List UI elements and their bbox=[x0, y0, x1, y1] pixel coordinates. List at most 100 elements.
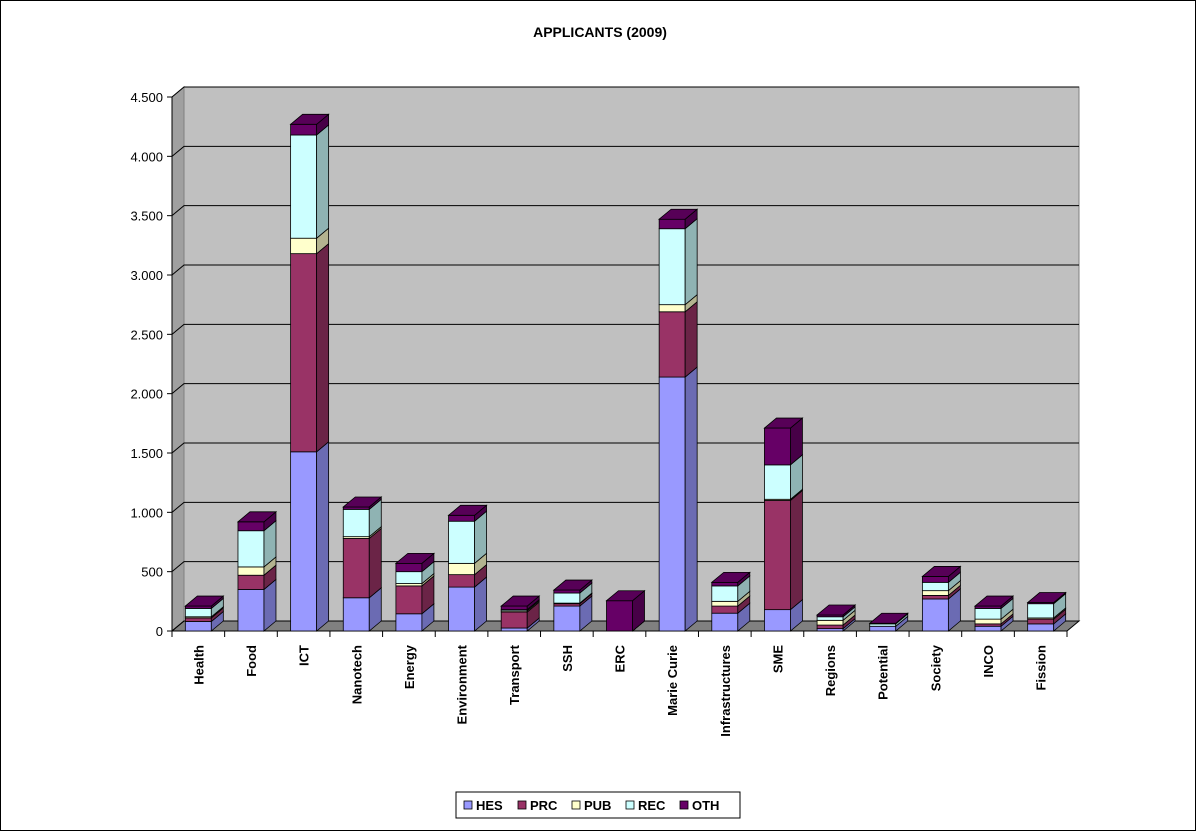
bar bbox=[290, 123, 318, 136]
bar bbox=[448, 514, 475, 522]
bar-top bbox=[658, 208, 699, 220]
bar bbox=[500, 611, 528, 629]
bar bbox=[184, 617, 212, 622]
legend-label: OTH bbox=[692, 798, 719, 813]
bar bbox=[658, 311, 686, 378]
y-tick-label: 500 bbox=[141, 565, 163, 580]
bar bbox=[395, 571, 423, 584]
bar-top bbox=[447, 504, 488, 516]
bar bbox=[711, 581, 739, 587]
bar bbox=[237, 530, 265, 568]
x-tick-label: SSH bbox=[560, 645, 575, 672]
bar bbox=[1027, 603, 1055, 619]
x-tick-label: Society bbox=[928, 644, 943, 691]
side-wall bbox=[171, 85, 185, 633]
y-tick-label: 3.000 bbox=[130, 268, 163, 283]
bar-top bbox=[236, 511, 278, 523]
bar-side bbox=[684, 217, 698, 306]
bar bbox=[921, 581, 949, 592]
bar bbox=[553, 605, 581, 632]
grid-line bbox=[171, 383, 1079, 395]
x-tick-label: INCO bbox=[981, 645, 996, 678]
bar bbox=[921, 576, 949, 583]
x-tick-label: Health bbox=[191, 645, 206, 685]
bar bbox=[342, 597, 370, 632]
bar bbox=[658, 376, 686, 632]
bar bbox=[974, 618, 1002, 625]
bar bbox=[553, 589, 581, 594]
bar bbox=[974, 608, 1002, 620]
legend-box bbox=[455, 791, 741, 819]
bar-top bbox=[184, 595, 225, 607]
bar bbox=[658, 218, 686, 230]
bar-top bbox=[552, 579, 593, 591]
bar-top bbox=[342, 496, 383, 508]
bar bbox=[816, 619, 844, 626]
bar-side bbox=[684, 300, 698, 378]
legend-label: PRC bbox=[530, 798, 558, 813]
bar bbox=[184, 621, 212, 632]
bar-top bbox=[973, 595, 1015, 607]
legend-swatch bbox=[625, 800, 635, 810]
x-tick-label: ERC bbox=[613, 644, 628, 672]
bar bbox=[448, 562, 475, 576]
bar bbox=[658, 304, 686, 313]
bar-side bbox=[316, 440, 330, 632]
y-tick-label: 3.500 bbox=[130, 209, 163, 224]
bar bbox=[290, 451, 318, 632]
bar bbox=[711, 605, 739, 614]
grid-line bbox=[171, 264, 1079, 276]
bar-side bbox=[684, 366, 698, 632]
bar bbox=[395, 585, 423, 615]
bar bbox=[342, 508, 370, 538]
y-tick-label: 1.000 bbox=[130, 505, 163, 520]
legend-swatch bbox=[679, 800, 689, 810]
grid-line bbox=[171, 323, 1079, 335]
grid-line bbox=[171, 205, 1079, 217]
bar-top bbox=[921, 566, 962, 577]
bar bbox=[816, 616, 844, 621]
legend-label: PUB bbox=[584, 798, 611, 813]
x-tick-label: Potential bbox=[876, 645, 891, 700]
bar bbox=[237, 574, 265, 590]
bar bbox=[1027, 623, 1055, 632]
legend-swatch bbox=[463, 800, 473, 810]
bar bbox=[553, 592, 581, 604]
bar bbox=[448, 586, 475, 632]
bar-top bbox=[1026, 592, 1067, 603]
bar-top bbox=[394, 552, 436, 564]
bar bbox=[921, 595, 949, 600]
x-tick-label: Energy bbox=[402, 644, 417, 689]
bar bbox=[869, 625, 897, 632]
legend-label: HES bbox=[476, 798, 503, 813]
bar-top bbox=[289, 113, 330, 125]
bar-side bbox=[316, 242, 330, 453]
bar bbox=[342, 538, 370, 599]
legend-swatch bbox=[517, 800, 527, 810]
bar bbox=[395, 562, 423, 573]
bar-top bbox=[710, 571, 751, 583]
bar bbox=[711, 585, 739, 602]
x-tick-label: Regions bbox=[823, 645, 838, 696]
grid-line bbox=[171, 86, 1079, 98]
bar bbox=[711, 600, 739, 607]
bar bbox=[448, 574, 475, 588]
bar bbox=[816, 624, 844, 630]
x-tick-label: Infrastructures bbox=[718, 645, 733, 737]
x-tick-label: Environment bbox=[455, 644, 470, 724]
y-tick-label: 0 bbox=[156, 624, 163, 639]
bar bbox=[606, 600, 633, 632]
y-tick-label: 1.500 bbox=[130, 446, 163, 461]
y-tick-label: 4.000 bbox=[130, 149, 163, 164]
bar-top bbox=[868, 612, 909, 624]
bar bbox=[184, 608, 212, 618]
x-tick-label: Nanotech bbox=[349, 645, 364, 704]
bar bbox=[764, 609, 791, 632]
bar bbox=[764, 427, 791, 466]
bar bbox=[290, 237, 318, 255]
bar bbox=[764, 464, 791, 500]
bar bbox=[711, 612, 739, 632]
bar bbox=[290, 253, 318, 453]
bar-top bbox=[500, 595, 541, 607]
